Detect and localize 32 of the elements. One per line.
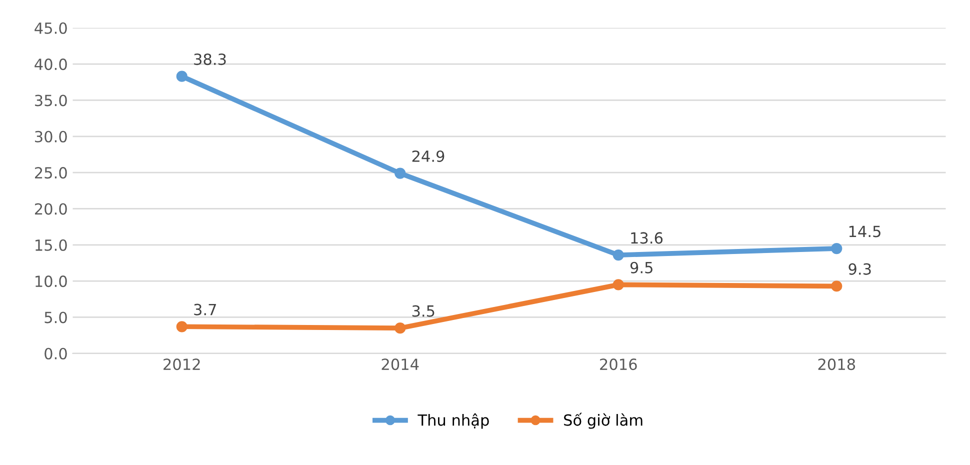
y-tick-label: 45.0 bbox=[34, 22, 67, 34]
data-label: 9.3 bbox=[848, 263, 871, 275]
y-tick-label: 25.0 bbox=[34, 167, 67, 179]
data-label: 3.5 bbox=[412, 305, 434, 317]
point bbox=[176, 321, 188, 332]
y-tick-label: 40.0 bbox=[34, 58, 67, 70]
data-label: 3.7 bbox=[194, 304, 216, 316]
y-tick-label: 5.0 bbox=[44, 312, 67, 324]
point bbox=[394, 168, 406, 179]
x-tick-label: 2016 bbox=[600, 358, 637, 370]
data-label: 14.5 bbox=[849, 226, 880, 238]
data-label: 9.5 bbox=[630, 262, 652, 274]
y-tick-label: 10.0 bbox=[36, 276, 67, 288]
y-tick-label: 15.0 bbox=[36, 239, 67, 251]
y-tick-label: 35.0 bbox=[35, 94, 67, 106]
point bbox=[612, 279, 624, 290]
legend-label: Thu nhập bbox=[418, 413, 489, 429]
point bbox=[831, 280, 842, 292]
x-tick-label: 2014 bbox=[382, 358, 419, 370]
point bbox=[176, 70, 188, 82]
data-label: 24.9 bbox=[412, 150, 444, 162]
legend-label: Số giờ làm bbox=[564, 412, 642, 429]
point bbox=[394, 322, 406, 334]
y-tick-label: 20.0 bbox=[34, 203, 67, 215]
y-tick-label: 0.0 bbox=[44, 348, 67, 360]
x-tick-label: 2018 bbox=[818, 358, 856, 370]
y-tick-label: 30.0 bbox=[35, 130, 67, 142]
point bbox=[831, 242, 842, 254]
point bbox=[612, 249, 624, 261]
data-label: 38.3 bbox=[194, 54, 226, 66]
x-tick-label: 2012 bbox=[164, 358, 200, 370]
data-label: 13.6 bbox=[631, 232, 663, 244]
